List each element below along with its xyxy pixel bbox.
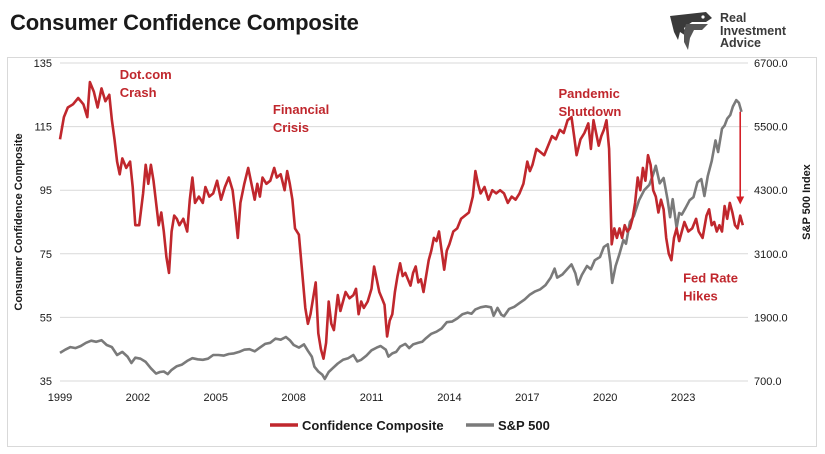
legend-label-sp500: S&P 500 bbox=[498, 418, 550, 433]
legend: Confidence Composite S&P 500 bbox=[270, 418, 550, 433]
series-line-confidence bbox=[58, 80, 745, 360]
logo-line-1: Real bbox=[720, 11, 747, 25]
legend-label-confidence: Confidence Composite bbox=[302, 418, 444, 433]
chart-title: Consumer Confidence Composite bbox=[10, 10, 359, 35]
x-tick-label: 2002 bbox=[126, 392, 150, 404]
annotation-label: Pandemic bbox=[558, 86, 619, 101]
x-tick-label: 2011 bbox=[360, 392, 384, 404]
y2-tick-label: 700.0 bbox=[754, 376, 782, 388]
x-tick-label: 2005 bbox=[204, 392, 228, 404]
y-tick-label: 75 bbox=[40, 249, 52, 261]
logo-line-2: Investment bbox=[720, 23, 786, 38]
y-axis-label: Consumer Confidence Composite bbox=[13, 133, 25, 310]
annotation-label: Financial bbox=[273, 102, 329, 117]
logo-line-3: Advice bbox=[720, 36, 761, 50]
annotation-label: Crash bbox=[120, 85, 157, 100]
annotation-label: Shutdown bbox=[558, 104, 621, 119]
annotation-label: Hikes bbox=[683, 288, 718, 303]
annotation-label: Crisis bbox=[273, 120, 309, 135]
y2-tick-label: 5500.0 bbox=[754, 122, 788, 134]
x-tick-label: 2008 bbox=[281, 392, 305, 404]
y-tick-label: 115 bbox=[34, 122, 52, 134]
series-lines bbox=[58, 80, 745, 381]
left-axis-ticks: 35 55 75 95 115 135 bbox=[34, 58, 52, 388]
x-tick-label: 1999 bbox=[48, 392, 72, 404]
y2-tick-label: 1900.0 bbox=[754, 312, 788, 324]
y2-tick-label: 3100.0 bbox=[754, 249, 788, 261]
x-tick-label: 2023 bbox=[671, 392, 695, 404]
annotation-label: Dot.com bbox=[120, 67, 172, 82]
series-line-sp500 bbox=[59, 98, 743, 381]
x-tick-label: 2017 bbox=[515, 392, 539, 404]
arrow-head bbox=[736, 196, 745, 205]
y-tick-label: 95 bbox=[40, 185, 52, 197]
logo-wordmark: Real Investment Advice bbox=[720, 12, 786, 50]
right-axis-ticks: 700.0 1900.0 3100.0 4300.0 5500.0 6700.0 bbox=[754, 58, 788, 388]
y-tick-label: 55 bbox=[40, 312, 52, 324]
chart-frame bbox=[7, 57, 817, 447]
annotation-label: Fed Rate bbox=[683, 270, 738, 285]
trend-arrow bbox=[736, 111, 745, 205]
y2-tick-label: 4300.0 bbox=[754, 185, 788, 197]
y2-axis-label: S&P 500 Index bbox=[801, 163, 813, 239]
y-tick-label: 35 bbox=[40, 376, 52, 388]
x-tick-label: 2020 bbox=[593, 392, 617, 404]
y-tick-label: 135 bbox=[34, 58, 52, 70]
annotations: Dot.com Crash Financial Crisis Pandemic Shutd… bbox=[120, 67, 738, 304]
x-tick-label: 2014 bbox=[437, 392, 461, 404]
grid-lines bbox=[60, 62, 748, 382]
x-axis-ticks: 1999 2002 2005 2008 2011 2014 2017 2020 2023 bbox=[48, 392, 696, 404]
company-logo: Real Investment Advice bbox=[666, 10, 816, 56]
y2-tick-label: 6700.0 bbox=[754, 58, 788, 70]
eagle-logo-icon bbox=[670, 12, 712, 50]
